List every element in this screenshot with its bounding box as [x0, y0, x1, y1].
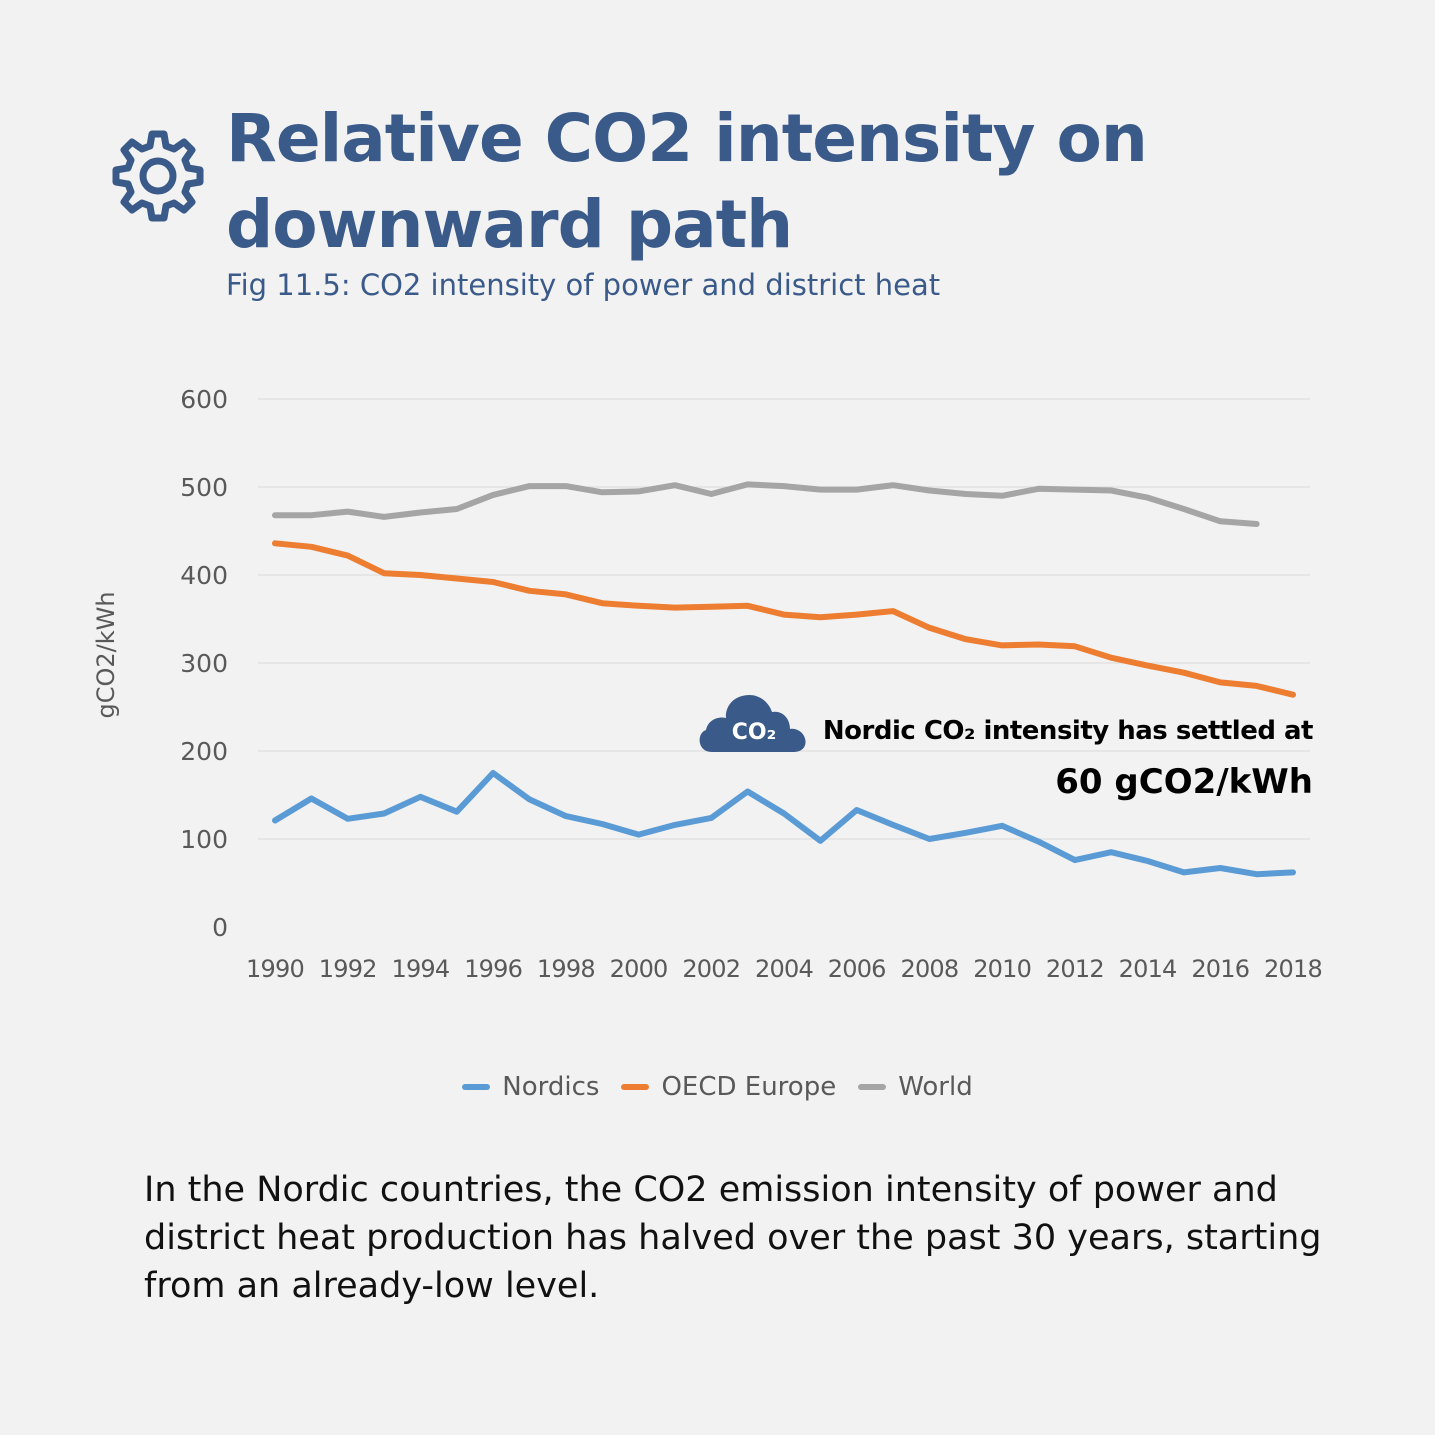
- line-chart: 0 100 200 300 400 500 600 1990 1992 1994 1996 1998…: [92, 385, 1323, 983]
- gear-icon: [112, 130, 204, 222]
- x-tick-label: 2006: [828, 955, 886, 983]
- y-tick-label: 100: [180, 825, 228, 854]
- x-tick-label: 1992: [319, 955, 377, 983]
- legend-item-world: World: [858, 1072, 973, 1102]
- x-tick-label: 2014: [1119, 955, 1177, 983]
- x-tick-label: 2016: [1191, 955, 1249, 983]
- y-tick-label: 200: [180, 737, 228, 766]
- x-tick-label: 2012: [1046, 955, 1104, 983]
- caption-text: In the Nordic countries, the CO2 emissio…: [144, 1170, 1322, 1306]
- x-tick-label: 1996: [464, 955, 522, 983]
- legend-item-oecd-europe: OECD Europe: [621, 1072, 836, 1102]
- y-tick-label: 0: [212, 913, 228, 942]
- x-tick-label: 2018: [1264, 955, 1322, 983]
- x-tick-label: 2000: [610, 955, 668, 983]
- co2-cloud-icon: CO₂: [699, 694, 806, 752]
- legend-swatch-world: [858, 1084, 887, 1090]
- series-line-oecd-europe: [272, 540, 1296, 698]
- legend-item-nordics: Nordics: [462, 1072, 599, 1102]
- x-tick-label: 2002: [682, 955, 740, 983]
- series-line-nordics: [272, 770, 1296, 878]
- y-axis-ticks: 0 100 200 300 400 500 600: [180, 385, 228, 942]
- legend-swatch-oecd-europe: [621, 1084, 650, 1090]
- legend-label-world: World: [898, 1072, 973, 1102]
- annotation-text: Nordic CO₂ intensity has settled at: [822, 716, 1314, 746]
- series-line-world: [272, 481, 1260, 527]
- y-tick-label: 300: [180, 649, 228, 678]
- x-tick-label: 1990: [246, 955, 304, 983]
- legend-label-nordics: Nordics: [502, 1072, 600, 1102]
- series-lines: [272, 481, 1296, 878]
- x-tick-label: 2008: [900, 955, 958, 983]
- chart-legend: Nordics OECD Europe World: [0, 1072, 1435, 1102]
- x-tick-label: 1998: [537, 955, 595, 983]
- x-axis-ticks: 1990 1992 1994 1996 1998 2000 2002 2004 2006 2008…: [246, 955, 1323, 983]
- co2-cloud-label: CO₂: [732, 720, 776, 745]
- y-axis-label: gCO2/kWh: [92, 591, 120, 718]
- page-title: Relative CO2 intensity on downward path: [226, 100, 1148, 263]
- legend-label-oecd-europe: OECD Europe: [661, 1072, 837, 1102]
- y-tick-label: 400: [180, 561, 228, 590]
- y-tick-label: 500: [180, 473, 228, 502]
- legend-swatch-nordics: [462, 1084, 491, 1090]
- figure-subtitle: Fig 11.5: CO2 intensity of power and dis…: [226, 268, 941, 302]
- x-tick-label: 2004: [755, 955, 813, 983]
- x-tick-label: 2010: [973, 955, 1031, 983]
- y-tick-label: 600: [180, 385, 228, 414]
- annotation-value: 60 gCO2/kWh: [1055, 762, 1313, 802]
- x-tick-label: 1994: [391, 955, 449, 983]
